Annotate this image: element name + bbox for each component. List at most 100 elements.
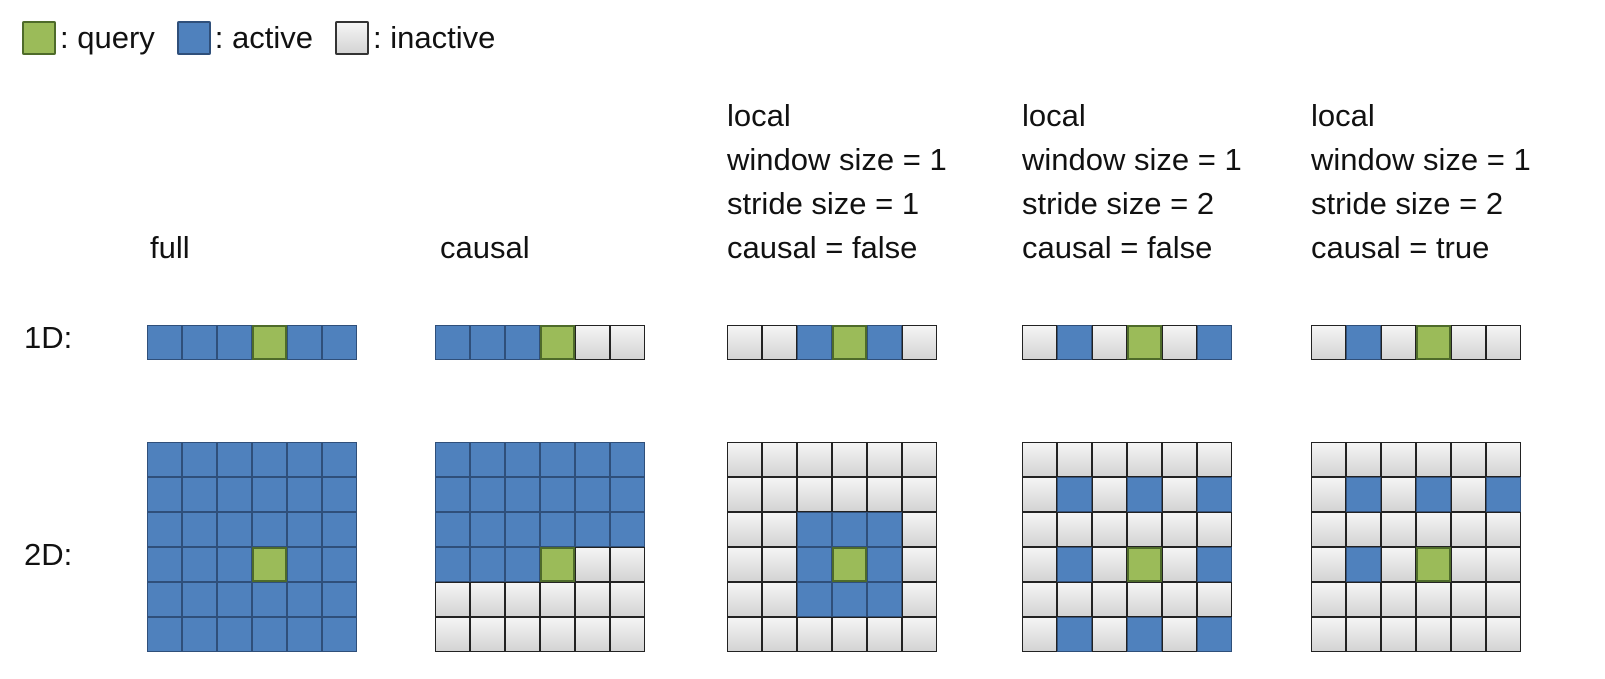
cell-inactive	[540, 617, 575, 652]
cell-inactive	[902, 582, 937, 617]
cell-active	[147, 547, 182, 582]
cell-inactive	[1197, 582, 1232, 617]
panel-label: local window size = 1 stride size = 1 causa…	[727, 94, 947, 270]
cell-inactive	[575, 325, 610, 360]
cell-active	[867, 512, 902, 547]
cell-active	[182, 582, 217, 617]
legend-active-label: : active	[214, 20, 313, 55]
cell-inactive	[1451, 582, 1486, 617]
cell-active	[322, 547, 357, 582]
cell-inactive	[1486, 325, 1521, 360]
cell-inactive	[902, 477, 937, 512]
cell-query	[832, 547, 867, 582]
grid-1d	[147, 325, 357, 360]
cell-active	[435, 477, 470, 512]
cell-inactive	[1381, 582, 1416, 617]
cell-inactive	[762, 325, 797, 360]
cell-active	[217, 325, 252, 360]
cell-inactive	[1127, 582, 1162, 617]
grid-1d	[435, 325, 645, 360]
cell-active	[797, 325, 832, 360]
cell-inactive	[1486, 512, 1521, 547]
cell-inactive	[1092, 512, 1127, 547]
cell-active	[217, 477, 252, 512]
cell-active	[505, 442, 540, 477]
cell-inactive	[902, 442, 937, 477]
cell-inactive	[1311, 442, 1346, 477]
cell-active	[287, 477, 322, 512]
legend-item-query: : query	[22, 20, 155, 56]
cell-inactive	[1092, 547, 1127, 582]
cell-active	[322, 617, 357, 652]
cell-active	[505, 477, 540, 512]
cell-active	[610, 512, 645, 547]
cell-inactive	[762, 582, 797, 617]
cell-inactive	[575, 547, 610, 582]
cell-active	[540, 477, 575, 512]
panel-label-line: stride size = 2	[1022, 186, 1215, 221]
cell-inactive	[1022, 547, 1057, 582]
cell-active	[182, 617, 217, 652]
cell-inactive	[762, 512, 797, 547]
cell-active	[867, 325, 902, 360]
cell-inactive	[1022, 582, 1057, 617]
cell-active	[322, 477, 357, 512]
cell-inactive	[1057, 442, 1092, 477]
cell-inactive	[1346, 512, 1381, 547]
cell-inactive	[727, 617, 762, 652]
cell-inactive	[1311, 477, 1346, 512]
cell-active	[147, 617, 182, 652]
cell-active	[1346, 325, 1381, 360]
panel-label-line: local	[727, 98, 791, 133]
panel-label: local window size = 1 stride size = 2 causa…	[1022, 94, 1242, 270]
cell-query	[1416, 547, 1451, 582]
cell-active	[575, 442, 610, 477]
cell-active	[610, 477, 645, 512]
cell-inactive	[1416, 582, 1451, 617]
cell-active	[322, 512, 357, 547]
cell-inactive	[1092, 325, 1127, 360]
cell-query	[1127, 325, 1162, 360]
panel-label: causal	[440, 226, 530, 270]
cell-inactive	[1381, 442, 1416, 477]
cell-inactive	[610, 617, 645, 652]
cell-active	[867, 582, 902, 617]
cell-active	[470, 442, 505, 477]
cell-inactive	[610, 325, 645, 360]
cell-inactive	[1416, 512, 1451, 547]
cell-active	[435, 325, 470, 360]
cell-inactive	[1162, 442, 1197, 477]
grid-1d	[1311, 325, 1521, 360]
legend: : query : active : inactive	[22, 18, 517, 58]
cell-inactive	[762, 547, 797, 582]
cell-inactive	[1346, 617, 1381, 652]
cell-active	[287, 582, 322, 617]
cell-active	[610, 442, 645, 477]
cell-inactive	[1162, 477, 1197, 512]
cell-inactive	[1022, 442, 1057, 477]
grid-1d	[727, 325, 937, 360]
panel-label-line: causal = true	[1311, 230, 1490, 265]
cell-active	[147, 512, 182, 547]
cell-active	[1197, 547, 1232, 582]
legend-inactive-label: : inactive	[373, 20, 496, 55]
query-swatch-icon	[22, 21, 56, 55]
cell-inactive	[1451, 477, 1486, 512]
cell-inactive	[727, 512, 762, 547]
cell-inactive	[1127, 512, 1162, 547]
cell-active	[1346, 547, 1381, 582]
cell-active	[182, 512, 217, 547]
cell-active	[1127, 617, 1162, 652]
panel-label-line: window size = 1	[727, 142, 947, 177]
cell-active	[147, 442, 182, 477]
cell-active	[470, 477, 505, 512]
cell-inactive	[762, 477, 797, 512]
cell-active	[575, 477, 610, 512]
cell-inactive	[1451, 547, 1486, 582]
cell-inactive	[1346, 442, 1381, 477]
cell-inactive	[1092, 477, 1127, 512]
cell-inactive	[867, 442, 902, 477]
cell-inactive	[832, 477, 867, 512]
panel-label-line: local	[1022, 98, 1086, 133]
cell-inactive	[610, 547, 645, 582]
